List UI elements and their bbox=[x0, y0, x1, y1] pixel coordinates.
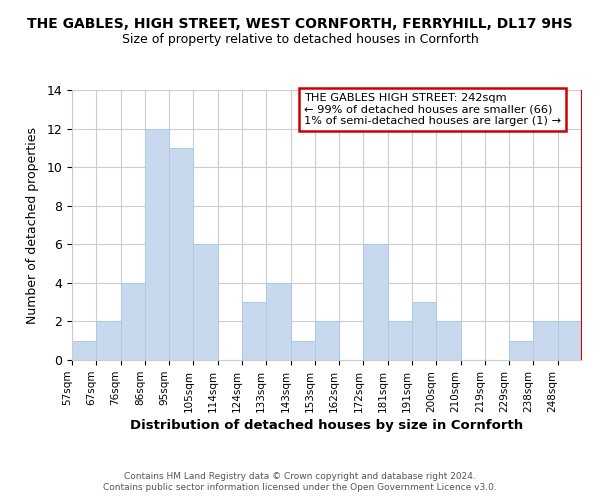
Bar bbox=[242, 302, 266, 360]
Bar bbox=[315, 322, 339, 360]
Bar bbox=[72, 340, 96, 360]
Text: THE GABLES, HIGH STREET, WEST CORNFORTH, FERRYHILL, DL17 9HS: THE GABLES, HIGH STREET, WEST CORNFORTH,… bbox=[27, 18, 573, 32]
Bar bbox=[364, 244, 388, 360]
Text: Contains public sector information licensed under the Open Government Licence v3: Contains public sector information licen… bbox=[103, 484, 497, 492]
Bar bbox=[266, 283, 290, 360]
Text: Contains HM Land Registry data © Crown copyright and database right 2024.: Contains HM Land Registry data © Crown c… bbox=[124, 472, 476, 481]
Bar bbox=[412, 302, 436, 360]
Bar bbox=[193, 244, 218, 360]
Bar bbox=[509, 340, 533, 360]
X-axis label: Distribution of detached houses by size in Cornforth: Distribution of detached houses by size … bbox=[130, 419, 524, 432]
Bar bbox=[388, 322, 412, 360]
Bar bbox=[290, 340, 315, 360]
Bar bbox=[96, 322, 121, 360]
Bar bbox=[533, 322, 558, 360]
Bar bbox=[169, 148, 193, 360]
Bar bbox=[121, 283, 145, 360]
Text: THE GABLES HIGH STREET: 242sqm
← 99% of detached houses are smaller (66)
1% of s: THE GABLES HIGH STREET: 242sqm ← 99% of … bbox=[304, 92, 561, 126]
Y-axis label: Number of detached properties: Number of detached properties bbox=[26, 126, 40, 324]
Bar bbox=[145, 128, 169, 360]
Text: Size of property relative to detached houses in Cornforth: Size of property relative to detached ho… bbox=[122, 32, 478, 46]
Bar bbox=[558, 322, 582, 360]
Bar bbox=[436, 322, 461, 360]
